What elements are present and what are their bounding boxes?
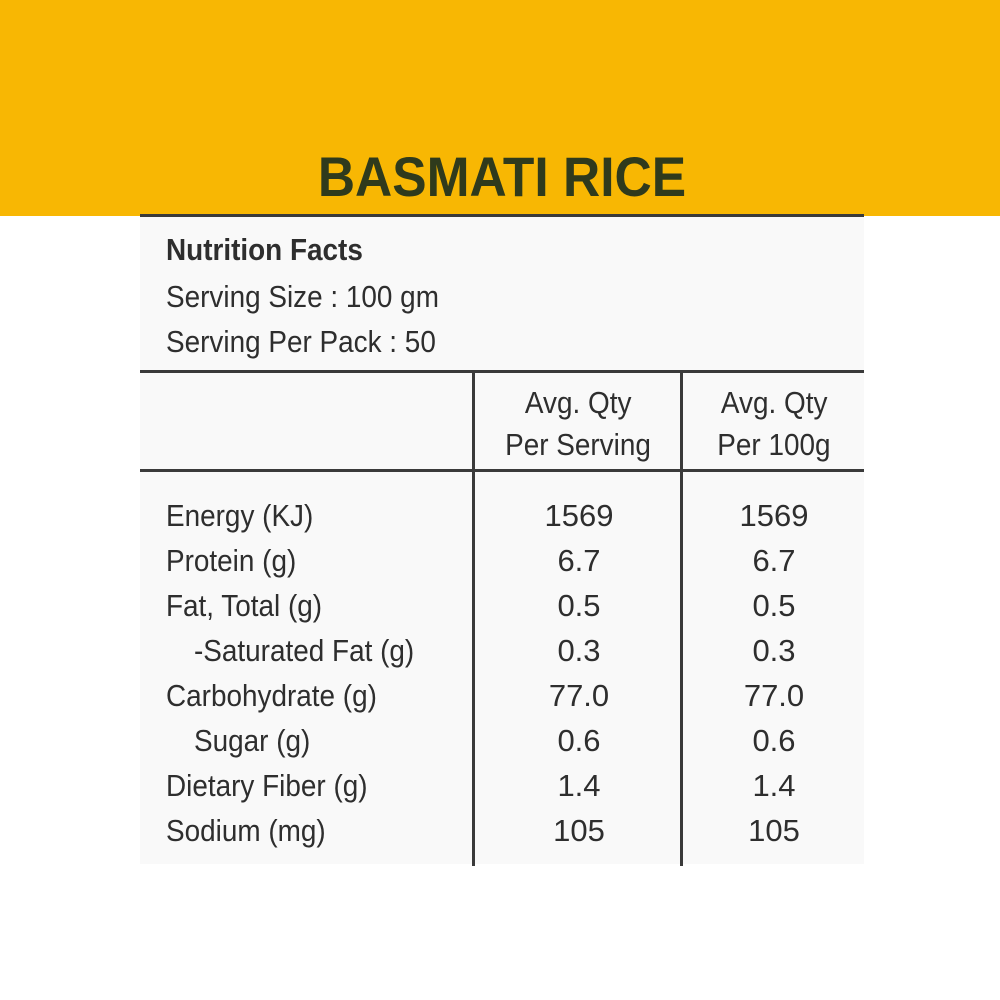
nutrition-facts-heading: Nutrition Facts <box>166 232 363 267</box>
value-per-100g: 0.3 <box>752 633 796 668</box>
header-banner <box>0 0 1000 216</box>
value-per-100g: 0.5 <box>752 588 796 623</box>
value-per-100g: 1.4 <box>752 768 796 803</box>
row-label: Fat, Total (g) <box>166 588 323 623</box>
column-header-line: Per Serving <box>505 427 651 462</box>
top-rule <box>140 214 864 217</box>
value-per-serving: 1569 <box>544 498 614 533</box>
column-header-line: Avg. Qty <box>524 385 632 420</box>
value-per-100g: 0.6 <box>752 723 796 758</box>
value-per-100g: 6.7 <box>752 543 796 578</box>
column-divider-1 <box>472 372 475 866</box>
value-per-serving: 1.4 <box>557 768 601 803</box>
row-label: Protein (g) <box>166 543 297 578</box>
row-label: Carbohydrate (g) <box>166 678 377 713</box>
table-header-rule <box>140 469 864 472</box>
column-divider-2 <box>680 372 683 866</box>
serving-per-pack: Serving Per Pack : 50 <box>166 324 436 359</box>
value-per-serving: 0.6 <box>557 723 601 758</box>
table-row: Fat, Total (g) 0.5 0.5 <box>140 586 864 631</box>
value-per-serving: 105 <box>553 813 605 848</box>
table-row: Sugar (g) 0.6 0.6 <box>140 721 864 766</box>
table-row: -Saturated Fat (g) 0.3 0.3 <box>140 631 864 676</box>
column-header-per-serving: Avg. Qty Per Serving <box>476 378 680 470</box>
table-row: Energy (KJ) 1569 1569 <box>140 496 864 541</box>
value-per-serving: 77.0 <box>548 678 610 713</box>
column-header-line: Avg. Qty <box>720 385 828 420</box>
value-per-100g: 1569 <box>739 498 809 533</box>
value-per-100g: 105 <box>748 813 800 848</box>
table-row: Sodium (mg) 105 105 <box>140 811 864 856</box>
serving-size: Serving Size : 100 gm <box>166 279 439 314</box>
row-label: Sodium (mg) <box>166 813 326 848</box>
value-per-serving: 0.3 <box>557 633 601 668</box>
value-per-serving: 6.7 <box>557 543 601 578</box>
value-per-serving: 0.5 <box>557 588 601 623</box>
nutrition-panel <box>140 216 864 864</box>
row-label: Energy (KJ) <box>166 498 314 533</box>
table-top-rule <box>140 370 864 373</box>
table-row: Carbohydrate (g) 77.0 77.0 <box>140 676 864 721</box>
value-per-100g: 77.0 <box>743 678 805 713</box>
nutrition-rows: Energy (KJ) 1569 1569 Protein (g) 6.7 6.… <box>140 496 864 856</box>
column-header-per-100g: Avg. Qty Per 100g <box>684 378 864 470</box>
row-label: -Saturated Fat (g) <box>194 633 415 668</box>
table-row: Protein (g) 6.7 6.7 <box>140 541 864 586</box>
product-title: BASMATI RICE <box>317 144 687 208</box>
column-header-line: Per 100g <box>717 427 831 462</box>
table-row: Dietary Fiber (g) 1.4 1.4 <box>140 766 864 811</box>
row-label: Sugar (g) <box>194 723 311 758</box>
row-label: Dietary Fiber (g) <box>166 768 368 803</box>
